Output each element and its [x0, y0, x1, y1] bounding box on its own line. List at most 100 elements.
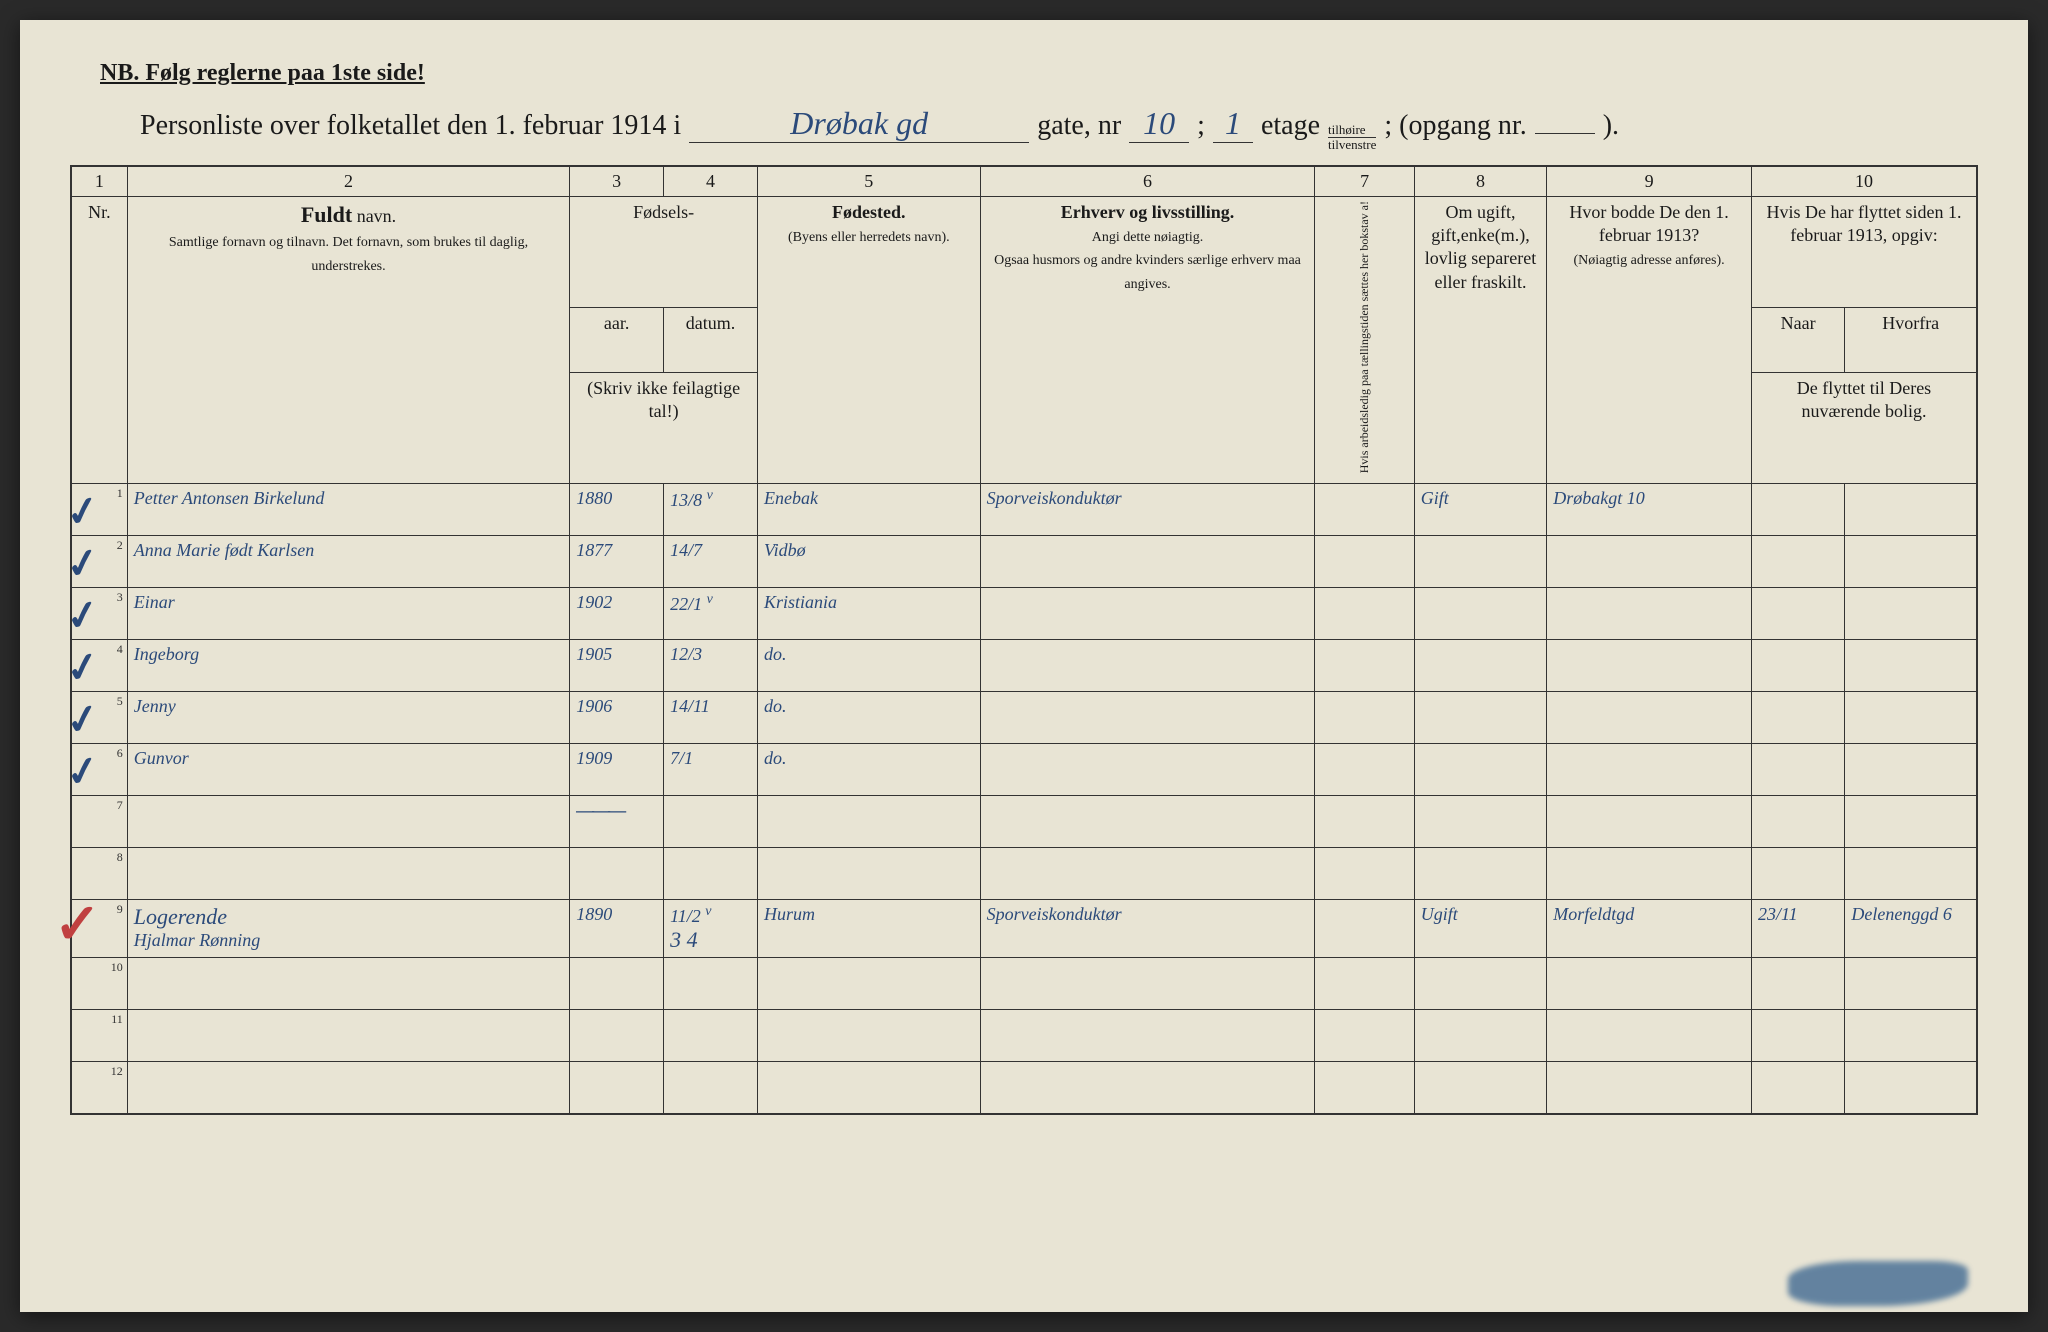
name-cell: Jenny: [127, 692, 569, 744]
hdr-erhverv-sub: Angi dette nøiagtig. Ogsaa husmors og an…: [994, 230, 1301, 292]
title-line: Personliste over folketallet den 1. febr…: [70, 105, 1978, 153]
hdr-erhverv: Erhverv og livsstilling. Angi dette nøia…: [980, 196, 1315, 484]
street-field: Drøbak gd: [689, 105, 1029, 143]
hdr-name: Fuldt navn. Samtlige fornavn og tilnavn.…: [127, 196, 569, 484]
name-cell: Ingeborg: [127, 640, 569, 692]
birthplace-cell: do.: [757, 744, 980, 796]
column-number-row: 1 2 3 4 5 6 7 8 9 10: [71, 166, 1977, 197]
name-cell: [127, 848, 569, 900]
col7-cell: [1315, 692, 1414, 744]
marital-cell: [1414, 1062, 1546, 1114]
hdr-col7-text: Hvis arbeidsledig paa tællingstiden sætt…: [1357, 201, 1371, 473]
colnum: 9: [1547, 166, 1752, 197]
hdr-hvorfra: Hvorfra: [1845, 308, 1977, 373]
moved-when-cell: [1751, 958, 1844, 1010]
year-cell: ———: [570, 796, 664, 848]
birthplace-cell: do.: [757, 692, 980, 744]
hdr-col10-sub: De flyttet til Deres nuværende bolig.: [1751, 372, 1977, 484]
year-cell: 1906: [570, 692, 664, 744]
marital-cell: [1414, 536, 1546, 588]
prev-addr-cell: [1547, 536, 1752, 588]
marital-cell: Ugift: [1414, 900, 1546, 958]
hdr-col8: Om ugift, gift,enke(m.), lovlig separere…: [1414, 196, 1546, 484]
date-cell: [664, 958, 758, 1010]
table-row: 7———: [71, 796, 1977, 848]
date-cell: 7/1: [664, 744, 758, 796]
moved-from-cell: [1845, 744, 1977, 796]
colnum: 1: [71, 166, 127, 197]
marital-cell: [1414, 1010, 1546, 1062]
moved-when-cell: [1751, 848, 1844, 900]
hdr-name-sub: Samtlige fornavn og tilnavn. Det fornavn…: [169, 235, 528, 273]
birthplace-cell: do.: [757, 640, 980, 692]
name-cell: Petter Antonsen Birkelund: [127, 484, 569, 536]
check-mark: ✓: [62, 642, 103, 694]
nr-cell: 1✓: [71, 484, 127, 536]
birthplace-cell: [757, 1062, 980, 1114]
hdr-fodested: Fødested. (Byens eller herredets navn).: [757, 196, 980, 484]
colnum: 4: [664, 166, 758, 197]
date-cell: 14/7: [664, 536, 758, 588]
tilhoire-fraction: tilhøire tilvenstre: [1328, 123, 1376, 153]
year-cell: 1877: [570, 536, 664, 588]
occupation-cell: [980, 640, 1315, 692]
date-cell: 14/11: [664, 692, 758, 744]
opgang-field: [1535, 133, 1595, 134]
date-cell: [664, 1010, 758, 1062]
moved-from-cell: Delenenggd 6: [1845, 900, 1977, 958]
moved-when-cell: [1751, 1062, 1844, 1114]
nr-cell: 12: [71, 1062, 127, 1114]
moved-when-cell: [1751, 536, 1844, 588]
name-cell: [127, 796, 569, 848]
year-cell: [570, 958, 664, 1010]
occupation-cell: Sporveiskonduktør: [980, 484, 1315, 536]
red-mark: ✓: [54, 892, 101, 957]
prev-addr-cell: [1547, 692, 1752, 744]
table-row: 4✓Ingeborg190512/3do.: [71, 640, 1977, 692]
name-cell: LogerendeHjalmar Rønning: [127, 900, 569, 958]
etage-field: 1: [1213, 105, 1253, 143]
hdr-naar: Naar: [1751, 308, 1844, 373]
nr-cell: 11: [71, 1010, 127, 1062]
hdr-fodested-sub: (Byens eller herredets navn).: [788, 230, 950, 245]
birthplace-cell: [757, 958, 980, 1010]
year-cell: [570, 1010, 664, 1062]
moved-from-cell: [1845, 958, 1977, 1010]
colnum: 8: [1414, 166, 1546, 197]
marital-cell: [1414, 588, 1546, 640]
census-page: NB. Følg reglerne paa 1ste side! Personl…: [20, 20, 2028, 1312]
birthplace-cell: [757, 796, 980, 848]
census-table: 1 2 3 4 5 6 7 8 9 10 Nr. Fuldt navn. Sam…: [70, 165, 1978, 1115]
hdr-aar: aar.: [570, 308, 664, 373]
birthplace-cell: [757, 1010, 980, 1062]
year-cell: 1902: [570, 588, 664, 640]
tilh-bot: tilvenstre: [1328, 138, 1376, 152]
date-cell: [664, 796, 758, 848]
nr-cell: 4✓: [71, 640, 127, 692]
moved-from-cell: [1845, 692, 1977, 744]
hdr-fodsels: Fødsels-: [570, 196, 758, 307]
year-cell: 1905: [570, 640, 664, 692]
table-head: 1 2 3 4 5 6 7 8 9 10 Nr. Fuldt navn. Sam…: [71, 166, 1977, 484]
table-row: 1✓Petter Antonsen Birkelund188013/8 vEne…: [71, 484, 1977, 536]
occupation-cell: Sporveiskonduktør: [980, 900, 1315, 958]
date-cell: [664, 848, 758, 900]
col7-cell: [1315, 640, 1414, 692]
table-row: 8: [71, 848, 1977, 900]
moved-from-cell: [1845, 848, 1977, 900]
prev-addr-cell: [1547, 588, 1752, 640]
moved-from-cell: [1845, 1010, 1977, 1062]
ink-smudge: [1788, 1261, 1968, 1306]
name-cell: [127, 1062, 569, 1114]
year-cell: 1880: [570, 484, 664, 536]
nr-cell: 3✓: [71, 588, 127, 640]
hdr-name-suffix: navn.: [352, 206, 396, 226]
moved-when-cell: [1751, 692, 1844, 744]
prev-addr-cell: Drøbakgt 10: [1547, 484, 1752, 536]
prev-addr-cell: [1547, 848, 1752, 900]
occupation-cell: [980, 692, 1315, 744]
birthplace-cell: [757, 848, 980, 900]
marital-cell: [1414, 848, 1546, 900]
year-cell: 1890: [570, 900, 664, 958]
colnum: 2: [127, 166, 569, 197]
